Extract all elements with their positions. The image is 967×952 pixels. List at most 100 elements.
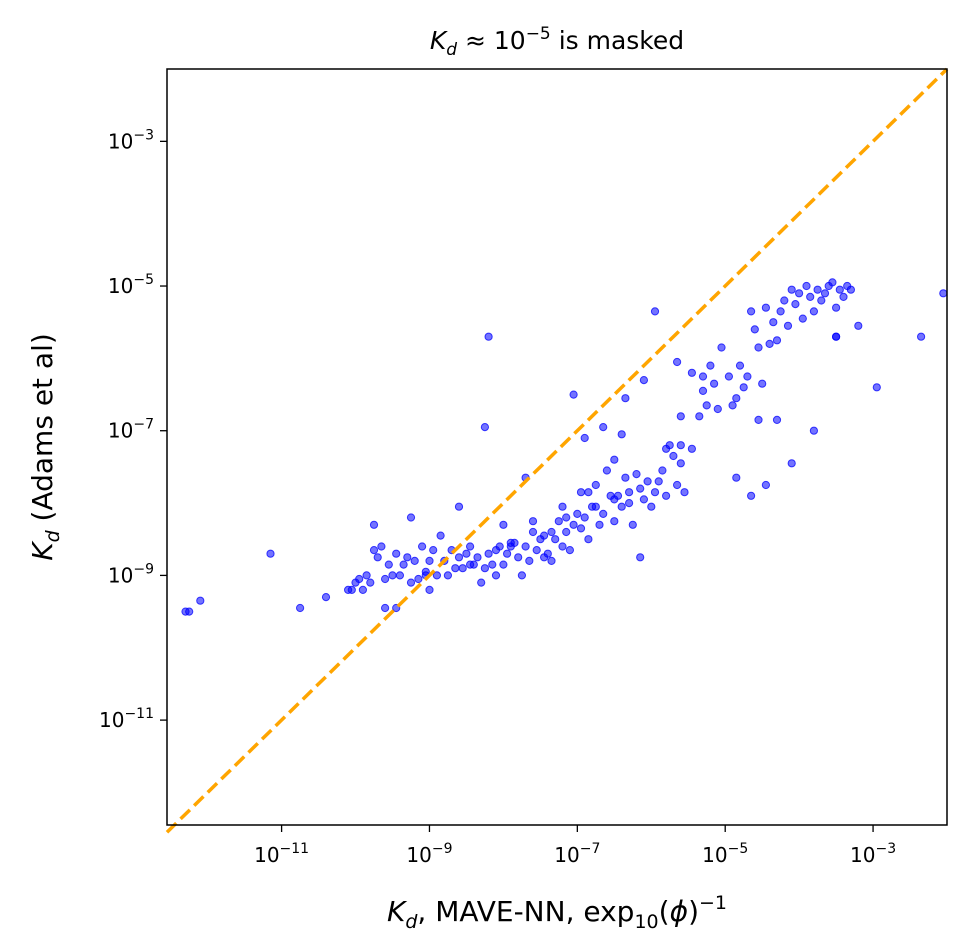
identity-line [165, 67, 949, 834]
x-tick-label: 10−11 [254, 841, 309, 867]
data-point [425, 585, 434, 595]
data-point [687, 368, 697, 377]
data-point [358, 585, 367, 595]
data-point [765, 339, 774, 348]
data-point [399, 560, 408, 569]
data-point [698, 372, 708, 381]
data-point [454, 553, 464, 562]
data-point [528, 517, 538, 526]
data-point [791, 300, 800, 309]
data-point [410, 556, 419, 566]
data-point [787, 459, 796, 468]
x-tick-label: 10−3 [850, 841, 896, 867]
data-point [761, 303, 771, 312]
data-point [558, 542, 567, 551]
data-point [647, 502, 656, 511]
data-point [491, 546, 501, 555]
data-point [747, 307, 756, 316]
data-point [772, 336, 782, 345]
data-point [506, 538, 515, 548]
data-point [610, 495, 619, 504]
data-point [543, 549, 552, 558]
data-point [687, 444, 697, 453]
data-point [713, 404, 722, 414]
data-point [373, 553, 382, 562]
identity-line-layer [165, 67, 949, 834]
data-point [743, 372, 752, 381]
data-point [454, 502, 464, 511]
data-point [832, 303, 841, 312]
data-point [817, 296, 826, 305]
data-point [636, 484, 645, 493]
points-layer [181, 278, 948, 616]
data-point [384, 560, 393, 569]
data-point [540, 531, 549, 540]
data-point [458, 564, 467, 573]
x-tick-label: 10−5 [702, 841, 748, 867]
data-point [599, 509, 608, 519]
data-point [632, 470, 641, 479]
data-point [580, 433, 589, 443]
data-point [521, 542, 530, 551]
data-point [558, 502, 567, 511]
data-point [673, 357, 682, 367]
data-point [732, 473, 741, 482]
data-point [820, 289, 830, 298]
data-point [484, 549, 493, 558]
data-point [625, 499, 634, 508]
data-point [806, 292, 815, 301]
data-point [802, 281, 811, 291]
data-point [296, 603, 305, 613]
data-point [425, 556, 434, 566]
data-point [754, 343, 763, 352]
data-point [758, 379, 767, 388]
data-point [772, 415, 782, 424]
data-point [662, 491, 671, 500]
y-tick-label: 10−5 [108, 272, 154, 298]
data-point [621, 473, 630, 482]
data-point [846, 285, 856, 294]
data-point [466, 542, 475, 551]
data-point [702, 401, 711, 410]
data-point [835, 285, 844, 294]
y-tick-label: 10−7 [108, 417, 154, 443]
data-point [724, 372, 734, 381]
data-point [451, 564, 460, 573]
data-point [499, 560, 508, 569]
data-point [443, 571, 452, 580]
data-point [610, 455, 619, 464]
data-point [406, 578, 416, 587]
data-point [669, 451, 678, 461]
data-point [854, 321, 863, 330]
data-point [355, 574, 364, 584]
data-point [547, 556, 556, 566]
data-point [595, 520, 604, 529]
data-point [569, 390, 578, 399]
data-point [735, 361, 745, 370]
data-point [462, 549, 471, 558]
data-point [698, 386, 708, 395]
data-point [388, 571, 397, 580]
data-point [739, 383, 748, 392]
data-point [639, 495, 649, 504]
data-point [499, 520, 508, 529]
data-point [591, 480, 600, 490]
data-point [562, 513, 571, 522]
data-point [662, 444, 671, 453]
data-point [517, 571, 527, 580]
data-point [809, 426, 819, 435]
data-point [576, 524, 586, 533]
data-point [266, 549, 275, 558]
data-point [654, 477, 663, 486]
data-point [532, 546, 541, 555]
data-point [528, 527, 538, 537]
data-point [795, 289, 804, 298]
data-point [643, 477, 652, 486]
data-point [321, 593, 331, 602]
data-point [658, 466, 667, 475]
data-point [196, 596, 205, 605]
data-point [429, 546, 438, 555]
data-point [554, 517, 563, 526]
data-point [503, 549, 512, 558]
